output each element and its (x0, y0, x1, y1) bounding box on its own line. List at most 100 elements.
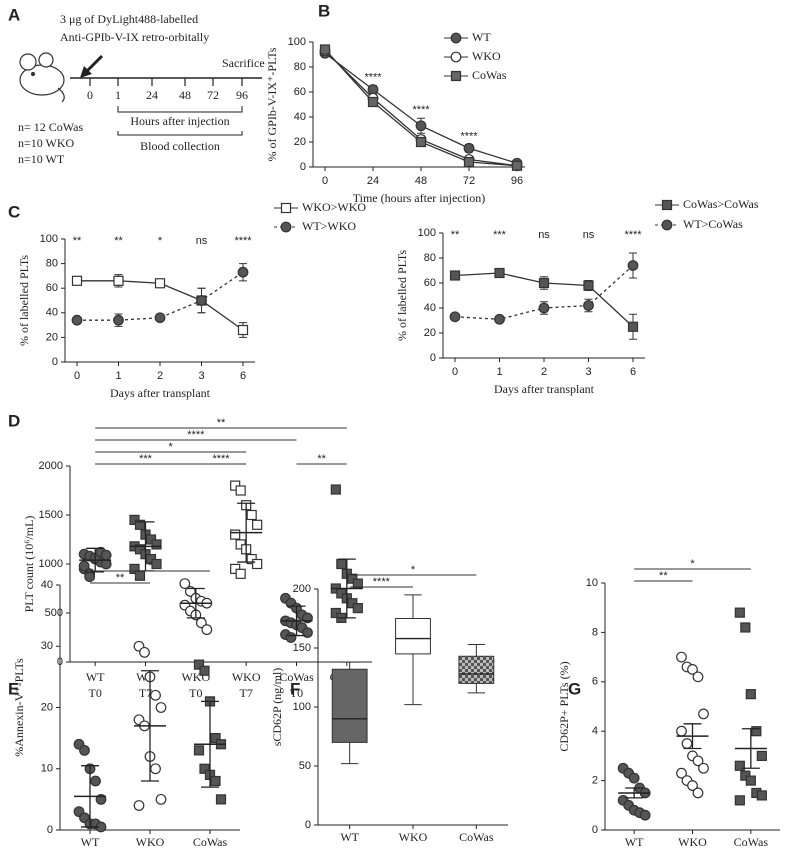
marker (463, 142, 475, 154)
legend-label: WT>WKO (302, 219, 356, 233)
y-tick-label: 50 (299, 760, 311, 772)
marker (661, 199, 673, 211)
marker (583, 300, 594, 311)
x-tick-label: 48 (415, 175, 427, 187)
marker (692, 671, 704, 683)
injection-arrow (84, 54, 104, 74)
marker (449, 270, 461, 281)
marker (100, 549, 112, 561)
error-bar (337, 558, 356, 619)
marker (201, 624, 213, 636)
significance-label: *** (139, 453, 153, 465)
x-tick-label: 2 (541, 366, 547, 378)
y-tick-label: 40 (424, 302, 436, 314)
y-tick-label: 0 (305, 819, 311, 831)
marker (687, 780, 698, 791)
box (395, 618, 431, 655)
significance-label: ** (659, 570, 668, 582)
marker (252, 558, 263, 570)
marker (756, 750, 767, 762)
y-tick-label: 100 (288, 36, 306, 48)
y-axis-label: % of labelled PLTs (17, 255, 31, 346)
y-axis-label: sCD62P (ng/ml) (270, 668, 284, 747)
marker (583, 280, 594, 291)
marker (71, 275, 83, 286)
y-tick-label: 8 (592, 626, 598, 638)
marker (687, 664, 698, 675)
marker (661, 219, 673, 231)
marker (676, 651, 687, 663)
marker (538, 302, 550, 314)
error-bar (287, 605, 306, 637)
injection-text: Anti-GPIb-V-IX retro-orbitally (60, 30, 209, 44)
marker (463, 156, 475, 168)
marker (698, 762, 709, 774)
y-tick-label: 30 (41, 640, 53, 652)
y-tick-label: 2000 (39, 460, 63, 472)
marker (628, 772, 640, 784)
legend-label: WT (472, 30, 491, 44)
marker (139, 646, 150, 658)
significance-label: ** (114, 235, 123, 247)
timeline-label: Hours after injection (130, 114, 229, 128)
legend-label: CoWas>CoWas (683, 197, 759, 211)
marker (235, 485, 246, 496)
x-tick-label: T0 (88, 686, 101, 700)
marker (627, 260, 639, 271)
x-tick-label: WKO (136, 835, 165, 849)
y-tick-label: 0 (300, 161, 306, 173)
marker (450, 70, 462, 82)
y-tick-label: 100 (40, 233, 58, 245)
significance-label: **** (412, 104, 430, 116)
y-tick-label: 0 (47, 824, 53, 836)
y-tick-label: 1500 (39, 509, 63, 521)
y-axis-label: PLT count (10⁶/mL) (22, 516, 36, 613)
timeline-ticks (89, 78, 243, 86)
y-tick-label: 10 (41, 763, 53, 775)
marker (745, 689, 756, 700)
marker (230, 529, 241, 540)
y-axis-label: % of labelled PLTs (395, 250, 409, 341)
cohort: n=10 WT (18, 152, 65, 166)
significance-label: * (158, 235, 163, 247)
significance-label: * (411, 564, 416, 576)
marker (210, 775, 221, 787)
marker (494, 313, 505, 325)
panel-label: D (8, 411, 20, 430)
marker (129, 563, 140, 575)
legend-label: WKO>WKO (302, 200, 366, 214)
x-tick-label: T0 (189, 686, 202, 700)
x-tick-label: 1 (115, 370, 121, 382)
marker (734, 760, 745, 771)
error-bar (683, 723, 702, 750)
marker (134, 519, 146, 530)
y-tick-label: 4 (592, 725, 598, 737)
timeline-tick-label: 48 (179, 88, 191, 102)
x-tick-label: CoWas (193, 835, 228, 849)
marker (252, 519, 263, 530)
legend-label: CoWas (472, 68, 507, 82)
x-tick-label: 3 (585, 366, 591, 378)
x-tick-label: 6 (240, 370, 246, 382)
error-bar (625, 787, 644, 799)
marker (330, 484, 341, 495)
x-tick-label: 24 (367, 175, 379, 187)
marker (676, 767, 687, 779)
timeline-tick-label: 96 (236, 88, 248, 102)
y-tick-label: 80 (46, 258, 58, 270)
marker (740, 622, 751, 633)
y-tick-label: 60 (46, 282, 58, 294)
panel-a: A 3 μg of DyLight488-labelled Anti-GPIb-… (8, 5, 265, 165)
marker (285, 632, 297, 643)
significance-label: ** (451, 229, 460, 241)
y-tick-label: 10 (586, 577, 598, 589)
x-tick-label: T0 (290, 686, 303, 700)
x-tick-label: 72 (463, 175, 475, 187)
marker (235, 568, 246, 579)
marker (751, 726, 762, 737)
marker (511, 160, 523, 171)
y-tick-label: 20 (424, 327, 436, 339)
marker (681, 738, 693, 749)
y-tick-label: 1000 (39, 558, 63, 570)
significance-label: **** (187, 429, 205, 441)
